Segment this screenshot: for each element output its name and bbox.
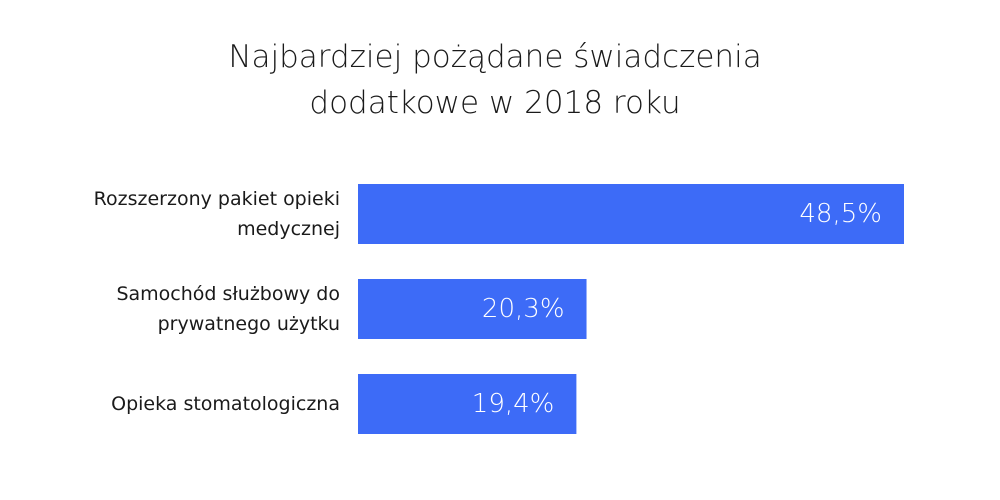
category-label-0-line-1: medycznej <box>237 218 340 240</box>
chart-title-line-2: dodatkowe w 2018 roku <box>309 85 681 121</box>
bar-value-label-0: 48,5% <box>799 199 882 229</box>
bar-1 <box>358 279 587 339</box>
bar-value-label-1: 20,3% <box>482 294 565 324</box>
bar-value-label-2: 19,4% <box>472 389 555 419</box>
chart-title-line-1: Najbardziej pożądane świadczenia <box>228 39 762 75</box>
category-label-1-line-1: prywatnego użytku <box>158 313 340 335</box>
chart-title: Najbardziej pożądane świadczenia dodatko… <box>0 34 990 126</box>
bar-0 <box>358 184 904 244</box>
bar-2 <box>358 374 577 434</box>
category-label-1-line-0: Samochód służbowy do <box>116 283 340 305</box>
category-label-2-line-0: Opieka stomatologiczna <box>111 393 340 415</box>
category-label-0-line-0: Rozszerzony pakiet opieki <box>94 188 340 210</box>
